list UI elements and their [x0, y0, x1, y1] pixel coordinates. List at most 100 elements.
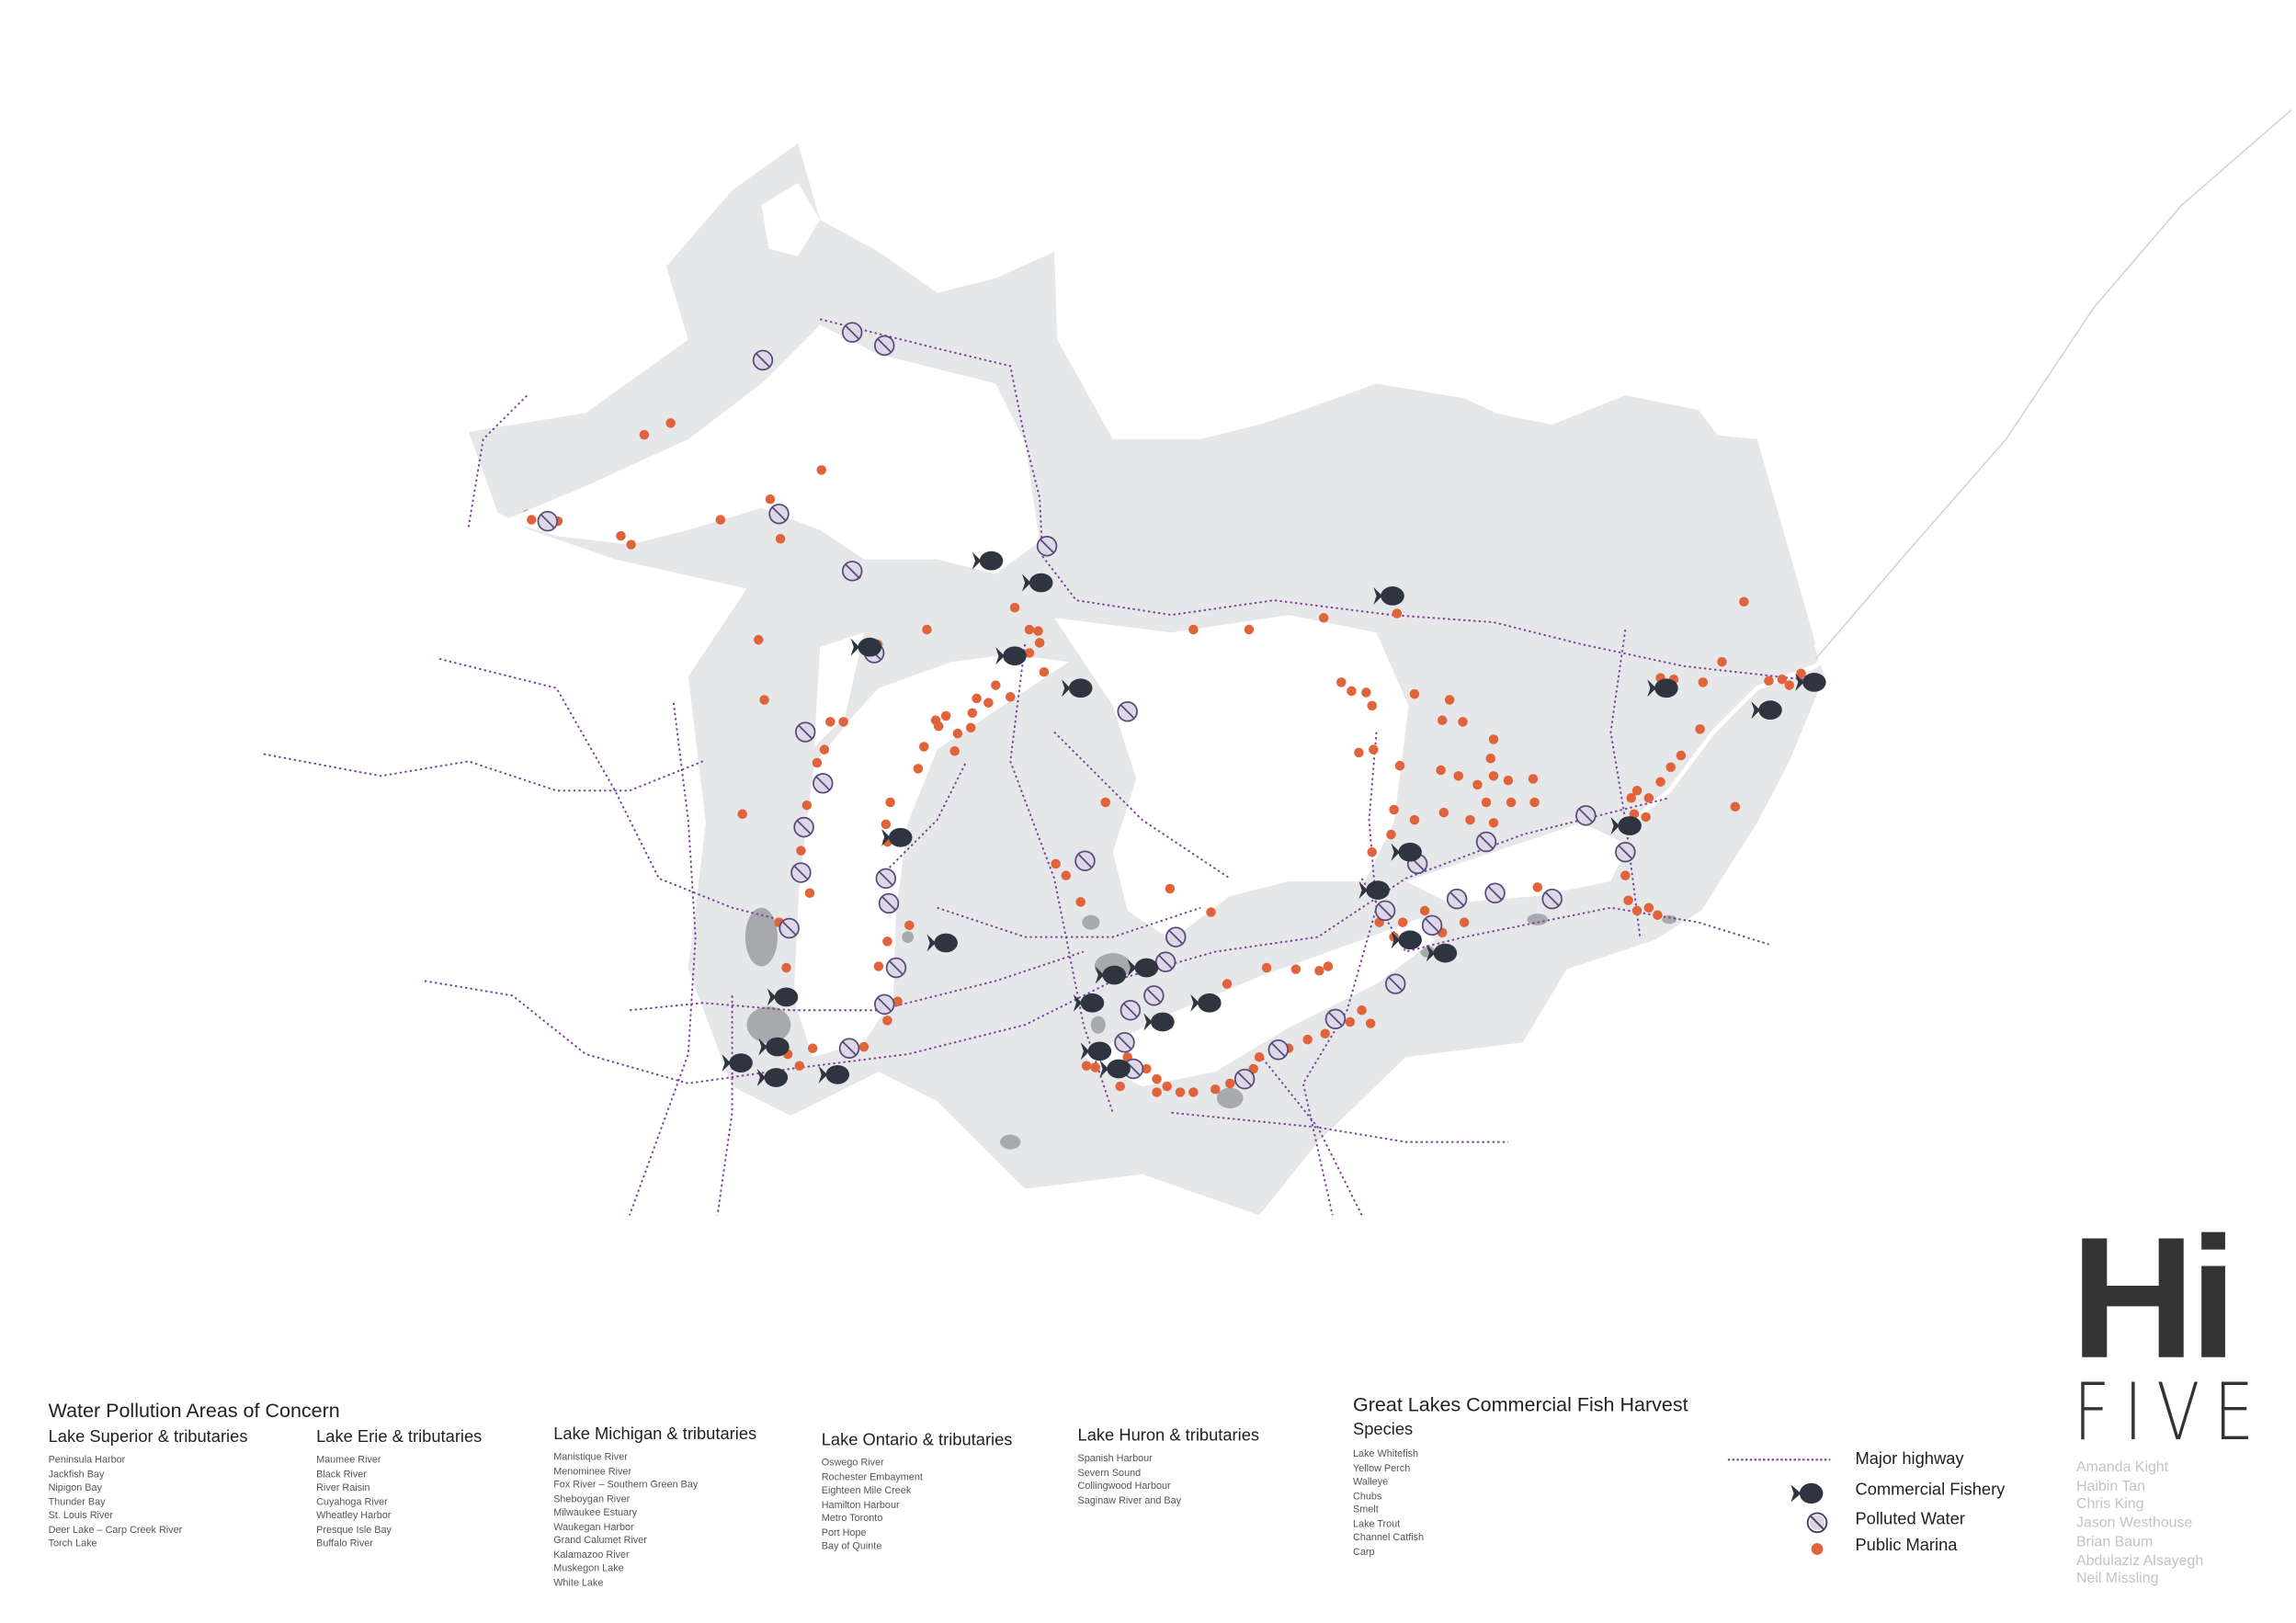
commercial-fishery-marker[interactable]: [1143, 1012, 1175, 1032]
public-marina-marker[interactable]: [882, 1016, 892, 1026]
public-marina-marker[interactable]: [1459, 917, 1470, 927]
public-marina-marker[interactable]: [1365, 1018, 1376, 1028]
public-marina-marker[interactable]: [1009, 602, 1020, 613]
polluted-water-marker[interactable]: [790, 862, 812, 883]
public-marina-marker[interactable]: [1033, 626, 1043, 636]
public-marina-marker[interactable]: [715, 515, 726, 525]
polluted-water-marker[interactable]: [1384, 973, 1406, 994]
polluted-water-marker[interactable]: [1036, 535, 1058, 557]
commercial-fishery-marker[interactable]: [995, 646, 1027, 666]
public-marina-marker[interactable]: [1152, 1087, 1162, 1097]
commercial-fishery-marker[interactable]: [1391, 842, 1422, 862]
public-marina-marker[interactable]: [804, 888, 815, 899]
public-marina-marker[interactable]: [1254, 1051, 1265, 1062]
public-marina-marker[interactable]: [1397, 917, 1408, 927]
commercial-fishery-marker[interactable]: [1426, 943, 1458, 963]
public-marina-marker[interactable]: [1165, 883, 1176, 894]
polluted-water-marker[interactable]: [1541, 888, 1563, 910]
commercial-fishery-marker[interactable]: [1610, 816, 1642, 835]
public-marina-marker[interactable]: [1488, 818, 1499, 828]
commercial-fishery-marker[interactable]: [926, 933, 958, 953]
public-marina-marker[interactable]: [991, 680, 1001, 690]
public-marina-marker[interactable]: [812, 757, 823, 768]
commercial-fishery-marker[interactable]: [1391, 930, 1422, 950]
polluted-water-marker[interactable]: [838, 1038, 860, 1059]
commercial-fishery-marker[interactable]: [1190, 993, 1222, 1013]
public-marina-marker[interactable]: [1367, 846, 1377, 857]
polluted-water-marker[interactable]: [813, 773, 834, 794]
polluted-water-marker[interactable]: [793, 816, 814, 838]
polluted-water-marker[interactable]: [1074, 850, 1096, 871]
public-marina-marker[interactable]: [1024, 648, 1035, 658]
public-marina-marker[interactable]: [1188, 624, 1199, 635]
public-marina-marker[interactable]: [1211, 1084, 1221, 1095]
public-marina-marker[interactable]: [759, 695, 769, 705]
commercial-fishery-marker[interactable]: [972, 550, 1004, 571]
public-marina-marker[interactable]: [801, 800, 813, 811]
public-marina-marker[interactable]: [892, 996, 903, 1006]
commercial-fishery-marker[interactable]: [756, 1068, 789, 1087]
public-marina-marker[interactable]: [1764, 675, 1774, 687]
public-marina-marker[interactable]: [1655, 777, 1665, 787]
polluted-water-marker[interactable]: [1117, 701, 1138, 722]
polluted-water-marker[interactable]: [874, 993, 895, 1016]
public-marina-marker[interactable]: [1444, 695, 1455, 705]
public-marina-marker[interactable]: [639, 429, 650, 440]
commercial-fishery-marker[interactable]: [1095, 965, 1127, 985]
public-marina-marker[interactable]: [1345, 1016, 1356, 1027]
public-marina-marker[interactable]: [1100, 797, 1111, 808]
public-marina-marker[interactable]: [819, 744, 830, 755]
public-marina-marker[interactable]: [873, 961, 884, 971]
public-marina-marker[interactable]: [1354, 747, 1364, 758]
public-marina-marker[interactable]: [1152, 1073, 1162, 1084]
public-marina-marker[interactable]: [1796, 668, 1806, 679]
public-marina-marker[interactable]: [1488, 734, 1499, 744]
public-marina-marker[interactable]: [930, 715, 941, 726]
public-marina-marker[interactable]: [665, 418, 676, 428]
public-marina-marker[interactable]: [1034, 638, 1045, 648]
public-marina-marker[interactable]: [1115, 1081, 1125, 1092]
polluted-water-marker[interactable]: [779, 917, 800, 939]
public-marina-marker[interactable]: [1075, 897, 1085, 907]
public-marina-marker[interactable]: [1314, 965, 1324, 976]
commercial-fishery-marker[interactable]: [767, 987, 799, 1007]
public-marina-marker[interactable]: [1437, 715, 1448, 726]
public-marina-marker[interactable]: [616, 530, 626, 541]
public-marina-marker[interactable]: [1631, 786, 1642, 796]
public-marina-marker[interactable]: [838, 717, 848, 727]
public-marina-marker[interactable]: [1620, 870, 1631, 880]
public-marina-marker[interactable]: [1481, 797, 1492, 808]
public-marina-marker[interactable]: [753, 634, 764, 645]
public-marina-marker[interactable]: [965, 722, 976, 733]
public-marina-marker[interactable]: [1458, 717, 1468, 727]
polluted-water-marker[interactable]: [841, 322, 863, 343]
public-marina-marker[interactable]: [885, 797, 895, 808]
polluted-water-marker[interactable]: [885, 957, 907, 979]
public-marina-marker[interactable]: [904, 920, 915, 931]
polluted-water-marker[interactable]: [1233, 1068, 1256, 1090]
public-marina-marker[interactable]: [1506, 797, 1517, 808]
polluted-water-marker[interactable]: [537, 510, 559, 532]
public-marina-marker[interactable]: [765, 494, 776, 505]
public-marina-marker[interactable]: [1206, 907, 1216, 917]
polluted-water-marker[interactable]: [1446, 888, 1468, 910]
public-marina-marker[interactable]: [1394, 760, 1405, 771]
public-marina-marker[interactable]: [1320, 1028, 1331, 1038]
public-marina-marker[interactable]: [1626, 792, 1636, 803]
public-marina-marker[interactable]: [1389, 804, 1399, 815]
public-marina-marker[interactable]: [922, 624, 932, 635]
public-marina-marker[interactable]: [913, 764, 924, 774]
public-marina-marker[interactable]: [1717, 656, 1727, 667]
public-marina-marker[interactable]: [1631, 905, 1642, 916]
public-marina-marker[interactable]: [527, 515, 537, 525]
public-marina-marker[interactable]: [1419, 905, 1430, 916]
commercial-fishery-marker[interactable]: [1061, 678, 1093, 698]
polluted-water-marker[interactable]: [1154, 951, 1176, 972]
commercial-fishery-marker[interactable]: [850, 637, 882, 657]
public-marina-marker[interactable]: [1386, 829, 1396, 840]
commercial-fishery-marker[interactable]: [881, 827, 913, 847]
polluted-water-marker[interactable]: [1374, 900, 1396, 922]
polluted-water-marker[interactable]: [875, 868, 897, 890]
public-marina-marker[interactable]: [1409, 688, 1420, 699]
polluted-water-marker[interactable]: [794, 721, 816, 743]
